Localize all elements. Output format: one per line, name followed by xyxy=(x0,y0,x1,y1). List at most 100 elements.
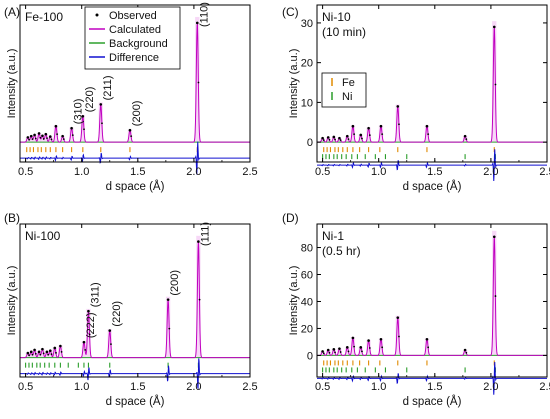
peak-index-label: (222) xyxy=(85,312,97,338)
observed-point xyxy=(59,344,62,348)
observed-point xyxy=(41,134,44,138)
observed-point xyxy=(361,350,363,353)
observed-point xyxy=(339,351,342,353)
peak-shade xyxy=(80,115,85,143)
peak-shade xyxy=(32,349,37,358)
sample-label: Ni-100 xyxy=(25,229,61,243)
difference-line xyxy=(20,141,250,175)
observed-point xyxy=(494,83,497,86)
peak-shade xyxy=(81,341,87,358)
peak-shade xyxy=(195,16,200,143)
peak-shade xyxy=(43,133,48,143)
y-tick-label: 0 xyxy=(307,350,313,362)
observed-point xyxy=(87,309,90,313)
x-tick-label: 1.0 xyxy=(371,166,386,178)
observed-point xyxy=(39,353,42,356)
legend-label: Calculated xyxy=(109,24,161,36)
x-tick-label: 2.5 xyxy=(539,166,550,178)
x-tick-label: 0.5 xyxy=(18,381,33,393)
observed-point xyxy=(351,124,355,128)
peak-shade xyxy=(350,125,356,143)
peak-shade xyxy=(350,337,356,356)
observed-point xyxy=(50,353,53,356)
observed-point xyxy=(339,139,342,142)
observed-point xyxy=(321,350,324,353)
panel-d: (D) 0.5 1.0 1.5 2.0 2.5 0 20 40 60 80 d space (Å) In… xyxy=(282,211,550,408)
peak-shade xyxy=(25,352,31,358)
peak-shade xyxy=(358,346,363,356)
calculated-line xyxy=(20,23,250,143)
sample-label: Ni-10 xyxy=(322,10,351,24)
observed-point xyxy=(326,136,330,139)
panel-label: (A) xyxy=(4,5,20,19)
observed-point xyxy=(46,137,48,140)
y-tick-label: 0 xyxy=(307,137,313,149)
peak-index-label: (111) xyxy=(199,222,211,246)
peak-shade xyxy=(196,235,201,358)
observed-point xyxy=(31,138,34,141)
sample-label: (10 min) xyxy=(322,25,366,39)
peak-index-label: (220) xyxy=(84,87,96,113)
x-tick-label: 1.0 xyxy=(74,166,89,178)
peak-shade xyxy=(48,350,53,358)
observed-point xyxy=(492,25,496,29)
observed-point xyxy=(425,124,429,128)
peak-shade xyxy=(98,102,103,143)
x-tick-label: 2.5 xyxy=(539,381,550,393)
peak-shade xyxy=(32,134,37,143)
difference-line xyxy=(317,361,547,395)
observed-point xyxy=(368,134,371,137)
observed-point xyxy=(427,346,430,349)
observed-point xyxy=(55,351,57,354)
peak-shade xyxy=(337,137,342,143)
panel-c: (C) 0.5 1.0 1.5 2.0 2.5 0 10 20 30 d space (Å) Inte… xyxy=(282,4,550,193)
observed-point xyxy=(332,348,336,351)
observed-point xyxy=(368,347,371,349)
observed-point xyxy=(28,354,30,357)
x-tick-label: 1.5 xyxy=(427,166,442,178)
observed-point xyxy=(41,347,44,351)
observed-point xyxy=(44,132,48,136)
observed-point xyxy=(427,133,430,136)
observed-point xyxy=(71,134,74,137)
observed-point xyxy=(45,350,49,354)
x-tick-label: 1.5 xyxy=(130,381,145,393)
observed-point xyxy=(26,351,30,355)
observed-point xyxy=(396,105,400,108)
observed-point xyxy=(62,138,65,141)
observed-point xyxy=(379,124,383,128)
observed-point xyxy=(492,235,496,239)
observed-point xyxy=(197,81,200,84)
observed-point xyxy=(84,349,87,351)
peak-shade xyxy=(345,135,350,143)
peak-shade xyxy=(358,134,363,143)
observed-point xyxy=(463,348,467,352)
calculated-line xyxy=(20,241,250,359)
peak-shade xyxy=(107,329,112,358)
observed-point xyxy=(465,138,468,141)
peak-shade xyxy=(25,137,31,143)
peak-shade xyxy=(52,347,57,358)
peak-shade xyxy=(40,135,45,143)
observed-point xyxy=(398,123,400,126)
peak-index-label: (200) xyxy=(169,270,181,296)
x-tick-label: 2.0 xyxy=(186,166,201,178)
observed-point xyxy=(351,336,355,340)
difference-line xyxy=(20,358,250,390)
observed-point xyxy=(82,340,86,344)
observed-point xyxy=(166,298,170,301)
observed-point xyxy=(494,295,497,297)
observed-point xyxy=(334,138,336,141)
peak-shade xyxy=(345,346,350,356)
observed-point xyxy=(322,139,325,142)
peak-shade xyxy=(320,351,325,356)
x-tick-label: 0.5 xyxy=(315,381,330,393)
legend-label: Background xyxy=(109,38,168,50)
observed-point xyxy=(359,346,363,349)
plot-frame xyxy=(19,223,251,378)
observed-point xyxy=(197,240,200,243)
x-tick-label: 1.5 xyxy=(427,381,442,393)
peak-shade xyxy=(36,351,42,358)
y-tick-label: 30 xyxy=(301,18,313,30)
